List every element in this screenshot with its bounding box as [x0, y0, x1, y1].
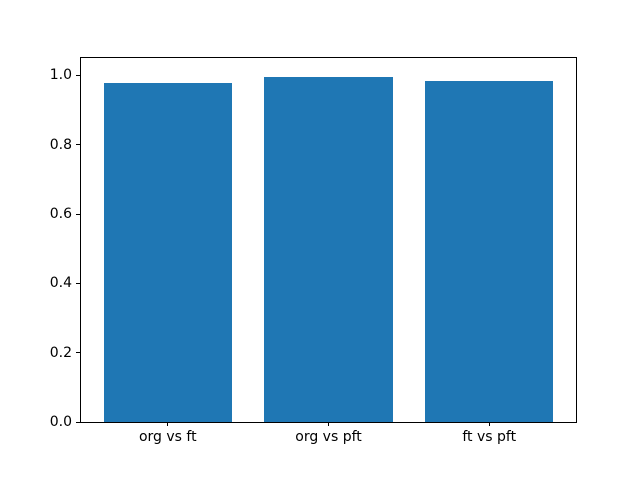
bar-ft-vs-pft	[424, 80, 554, 422]
y-tick-mark	[76, 74, 80, 76]
y-tick-mark	[76, 421, 80, 423]
bar-org-vs-ft	[103, 82, 233, 422]
plot-area: 0.0 0.2 0.4 0.6 0.8 1.0 org vs ft org vs pft ft …	[50, 57, 577, 444]
y-tick-mark	[76, 144, 80, 146]
y-tick-mark	[76, 213, 80, 215]
x-tick-mark	[328, 422, 329, 426]
x-tick-label: org vs pft	[295, 429, 362, 445]
y-tick-mark	[76, 352, 80, 354]
x-tick-mark	[488, 422, 490, 426]
y-tick-label: 0.4	[49, 275, 72, 292]
y-tick-label: 0.8	[49, 136, 72, 153]
y-tick-mark	[76, 282, 80, 284]
x-tick-mark	[167, 422, 169, 426]
bar-org-vs-pft	[264, 76, 393, 422]
x-tick-label: ft vs pft	[462, 429, 517, 445]
y-tick-label: 0.6	[49, 206, 72, 222]
y-tick-label: 0.2	[49, 344, 72, 361]
x-tick-label: org vs ft	[138, 429, 197, 445]
y-tick-label: 0.0	[49, 414, 72, 430]
y-tick-label: 1.0	[49, 67, 72, 84]
